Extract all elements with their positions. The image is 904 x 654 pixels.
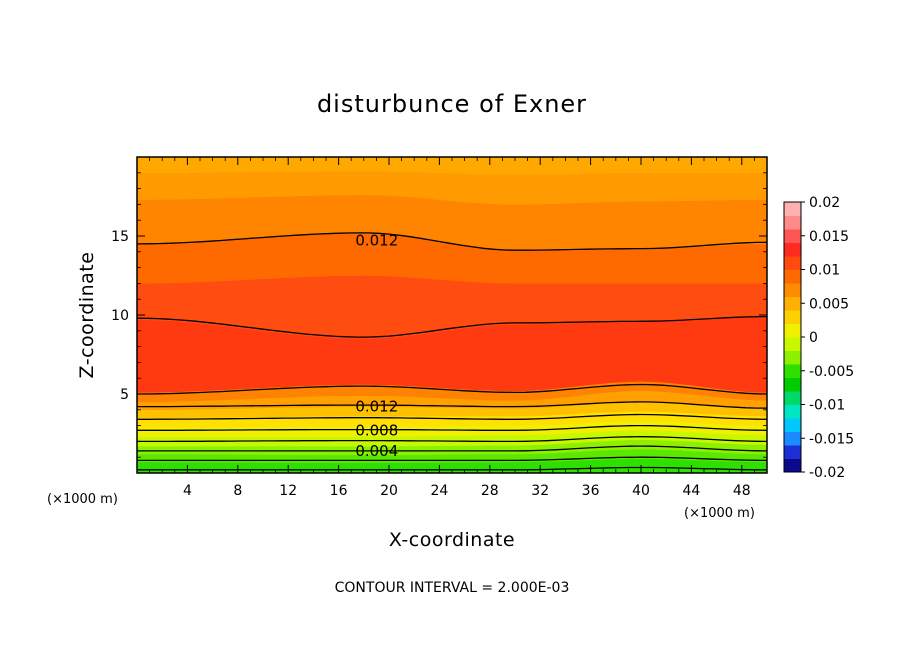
chart-title: disturbunce of Exner	[317, 90, 587, 118]
colorbar-labels: 0.02 0.015 0.01 0.005 0 -0.005 -0.01 -0.015 -0.0…	[801, 195, 854, 481]
colorbar-swatch	[784, 296, 801, 311]
x-tick-label: 8	[233, 483, 242, 499]
y-tick-label: 15	[111, 229, 129, 245]
colorbar-swatch	[784, 404, 801, 419]
contour-line	[137, 383, 768, 395]
y-axis-label: Z-coordinate	[76, 252, 98, 379]
x-tick-label: 28	[481, 483, 499, 499]
colorbar-label: 0.02	[809, 195, 840, 211]
colorbar-swatch	[784, 283, 801, 297]
contour-label: 0.012	[355, 232, 398, 250]
x-tick-label: 40	[632, 483, 650, 499]
contour-labels: 0.012 0.012 0.008 0.004	[355, 232, 398, 460]
colorbar-swatch	[784, 269, 801, 284]
contour-line	[137, 413, 768, 420]
colorbar-swatch	[784, 337, 801, 351]
contour-line	[137, 401, 768, 409]
x-tick-label: 4	[183, 483, 192, 499]
y-tick-label: 5	[120, 387, 129, 403]
minor-ticks	[137, 157, 767, 473]
x-unit-right: (×1000 m)	[684, 506, 755, 521]
contour-lines	[136, 232, 768, 471]
x-tick-label: 32	[531, 483, 549, 499]
colorbar-label: -0.01	[809, 398, 845, 414]
filled-contour-bands	[136, 156, 768, 474]
colorbar-swatch	[784, 323, 801, 338]
colorbar-label: -0.015	[809, 431, 854, 447]
x-tick-label: 24	[430, 483, 448, 499]
colorbar-swatch	[784, 391, 801, 405]
y-axis-ticks: 5 10 15	[111, 229, 767, 403]
x-tick-label: 16	[330, 483, 348, 499]
x-tick-label: 44	[682, 483, 700, 499]
contour-label: 0.004	[355, 442, 398, 460]
colorbar-swatch	[784, 377, 801, 392]
x-unit-left: (×1000 m)	[47, 492, 118, 507]
y-tick-label: 10	[111, 308, 129, 324]
colorbar-swatch	[784, 350, 801, 365]
colorbar-swatch	[784, 229, 801, 243]
x-tick-label: 12	[279, 483, 297, 499]
colorbar-label: 0	[809, 330, 818, 346]
colorbar-swatch	[784, 364, 801, 378]
x-tick-label: 48	[733, 483, 751, 499]
colorbar-swatch	[784, 310, 801, 324]
contour-line	[137, 445, 768, 452]
contour-line	[137, 424, 768, 431]
colorbar-label: 0.01	[809, 263, 840, 279]
x-axis-label: X-coordinate	[389, 529, 515, 551]
colorbar-swatch	[784, 445, 801, 459]
colorbar-label: -0.02	[809, 465, 845, 481]
colorbar-swatch	[784, 458, 801, 473]
contour-line	[137, 456, 768, 462]
x-tick-label: 36	[582, 483, 600, 499]
contour-line	[136, 232, 768, 251]
x-tick-label: 20	[380, 483, 398, 499]
colorbar-label: -0.005	[809, 364, 854, 380]
colorbar	[783, 201, 802, 473]
colorbar-label: 0.005	[809, 296, 849, 312]
colorbar-swatch	[784, 418, 801, 432]
contour-interval-note: CONTOUR INTERVAL = 2.000E-03	[335, 580, 570, 596]
contour-label: 0.008	[355, 421, 398, 439]
contour-label: 0.012	[355, 398, 398, 416]
colorbar-swatch	[784, 215, 801, 230]
colorbar-label: 0.015	[809, 229, 849, 245]
colorbar-swatch	[784, 256, 801, 270]
colorbar-swatch	[784, 242, 801, 257]
colorbar-swatch	[784, 431, 801, 446]
colorbar-swatch	[784, 202, 801, 216]
x-axis-ticks: 4 8 12 16 20 24 28 32 36 40 44 48	[183, 157, 751, 499]
contour-line	[137, 436, 768, 443]
plot-area: 0.012 0.012 0.008 0.004	[136, 156, 768, 474]
contour-line	[136, 315, 768, 338]
